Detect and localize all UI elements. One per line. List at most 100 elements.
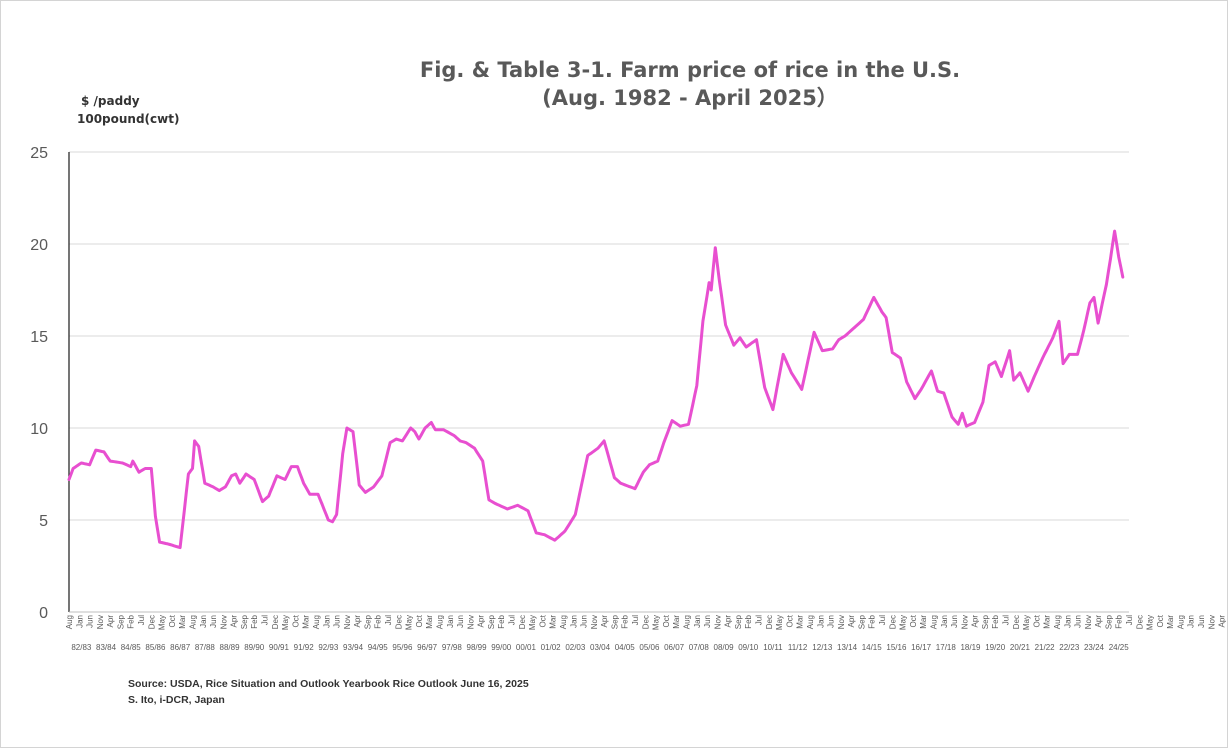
- x-tick-month-label: Apr: [847, 615, 856, 628]
- x-tick-month-label: Feb: [374, 614, 383, 628]
- x-tick-year-label: 15/16: [886, 643, 907, 652]
- x-tick-month-label: Nov: [960, 615, 969, 629]
- x-tick-month-label: Mar: [919, 615, 928, 629]
- x-tick-year-label: 00/01: [516, 643, 537, 652]
- x-tick-month-label: Nov: [590, 615, 599, 629]
- x-tick-month-label: Feb: [497, 614, 506, 628]
- y-tick-label: 10: [30, 421, 48, 438]
- x-tick-year-label: 90/91: [269, 643, 290, 652]
- x-tick-month-label: Dec: [394, 615, 403, 629]
- x-tick-month-label: Mar: [1043, 615, 1052, 629]
- x-tick-month-label: Aug: [1053, 615, 1062, 629]
- x-tick-year-label: 22/23: [1059, 643, 1080, 652]
- x-tick-month-label: Aug: [65, 615, 74, 629]
- x-tick-month-label: Aug: [435, 615, 444, 629]
- x-tick-month-label: Sep: [363, 614, 372, 629]
- x-tick-month-label: Jun: [1197, 615, 1206, 628]
- chart-title-line1: Fig. & Table 3-1. Farm price of rice in …: [419, 58, 961, 82]
- x-tick-year-label: 05/06: [639, 643, 660, 652]
- x-tick-month-label: Oct: [168, 614, 177, 627]
- x-tick-month-label: Jun: [86, 615, 95, 628]
- x-tick-month-label: Sep: [240, 614, 249, 629]
- x-tick-year-label: 07/08: [689, 643, 710, 652]
- x-tick-month-label: Jul: [384, 615, 393, 625]
- x-tick-month-label: Mar: [178, 615, 187, 629]
- x-tick-year-label: 21/22: [1035, 643, 1056, 652]
- y-tick-label: 5: [39, 513, 48, 530]
- x-tick-month-label: Sep: [610, 614, 619, 629]
- x-tick-month-label: Jan: [940, 615, 949, 628]
- x-tick-month-label: Jan: [199, 615, 208, 628]
- x-tick-year-label: 83/84: [96, 643, 117, 652]
- x-tick-month-label: May: [652, 615, 661, 630]
- x-tick-month-label: Dec: [765, 615, 774, 629]
- x-tick-month-label: Nov: [837, 615, 846, 629]
- x-tick-month-label: Jun: [333, 615, 342, 628]
- x-tick-month-label: Jan: [1187, 615, 1196, 628]
- x-tick-month-label: May: [899, 615, 908, 630]
- x-tick-month-label: May: [1146, 615, 1155, 630]
- axes: [68, 152, 1129, 613]
- y-axis-unit-label: $ /paddy 100pound(cwt): [77, 92, 179, 128]
- x-tick-month-label: Nov: [466, 615, 475, 629]
- x-tick-month-label: Aug: [929, 615, 938, 629]
- x-tick-month-label: Jul: [261, 615, 270, 625]
- x-tick-month-label: Jan: [569, 615, 578, 628]
- x-tick-month-label: Nov: [219, 615, 228, 629]
- x-tick-year-label: 11/12: [788, 643, 808, 652]
- x-tick-month-label: Oct: [785, 614, 794, 627]
- x-tick-month-label: Aug: [559, 615, 568, 629]
- x-tick-year-label: 94/95: [368, 643, 389, 652]
- x-tick-month-label: Jan: [1063, 615, 1072, 628]
- source-line2: S. Ito, i-DCR, Japan: [128, 694, 225, 706]
- source-note: Source: USDA, Rice Situation and Outlook…: [128, 676, 529, 708]
- x-tick-year-label: 04/05: [615, 643, 636, 652]
- x-tick-month-label: Dec: [147, 615, 156, 629]
- x-tick-year-label: 16/17: [911, 643, 932, 652]
- x-tick-month-label: Nov: [96, 615, 105, 629]
- x-tick-month-label: Aug: [312, 615, 321, 629]
- x-tick-month-label: Jun: [209, 615, 218, 628]
- x-tick-month-label: Jan: [693, 615, 702, 628]
- x-tick-year-label: 10/11: [763, 643, 783, 652]
- x-tick-month-label: May: [775, 615, 784, 630]
- x-tick-month-label: May: [528, 615, 537, 630]
- x-tick-year-label: 84/85: [121, 643, 142, 652]
- x-tick-month-label: Jun: [1074, 615, 1083, 628]
- x-tick-month-label: Nov: [1207, 615, 1216, 629]
- x-tick-month-label: Apr: [353, 615, 362, 628]
- x-tick-month-label: Jan: [322, 615, 331, 628]
- x-tick-year-label: 93/94: [343, 643, 364, 652]
- x-tick-year-label: 82/83: [71, 643, 92, 652]
- x-tick-month-label: Jul: [1125, 615, 1134, 625]
- x-tick-month-label: Aug: [682, 615, 691, 629]
- series-group: [67, 229, 1125, 550]
- x-tick-month-label: Feb: [991, 614, 1000, 628]
- x-tick-year-label: 89/90: [244, 643, 265, 652]
- x-tick-year-label: 91/92: [294, 643, 315, 652]
- y-tick-label: 20: [30, 237, 48, 254]
- x-tick-month-label: Jun: [950, 615, 959, 628]
- x-tick-month-label: Apr: [1218, 615, 1227, 628]
- y-axis-ticks: 0 5 10 15 20 25: [30, 145, 48, 622]
- x-tick-month-label: Jan: [446, 615, 455, 628]
- x-tick-month-label: Apr: [971, 615, 980, 628]
- y-tick-label: 0: [39, 605, 48, 622]
- x-tick-month-label: Sep: [487, 614, 496, 629]
- x-tick-month-label: Mar: [302, 615, 311, 629]
- x-tick-month-label: Jan: [75, 615, 84, 628]
- x-tick-month-label: Dec: [1012, 615, 1021, 629]
- x-tick-year-label: 88/89: [220, 643, 241, 652]
- x-tick-month-label: Jul: [1002, 615, 1011, 625]
- x-tick-year-label: 23/24: [1084, 643, 1105, 652]
- x-tick-month-label: May: [405, 615, 414, 630]
- y-tick-label: 25: [30, 145, 48, 162]
- y-tick-label: 15: [30, 329, 48, 346]
- y-axis-unit-line1: $ /paddy: [81, 94, 140, 108]
- x-tick-month-label: Jun: [456, 615, 465, 628]
- x-tick-month-label: Sep: [734, 614, 743, 629]
- x-tick-month-label: Feb: [1115, 614, 1124, 628]
- x-tick-month-label: Oct: [415, 614, 424, 627]
- x-tick-month-label: Mar: [549, 615, 558, 629]
- gridlines: [69, 151, 1129, 521]
